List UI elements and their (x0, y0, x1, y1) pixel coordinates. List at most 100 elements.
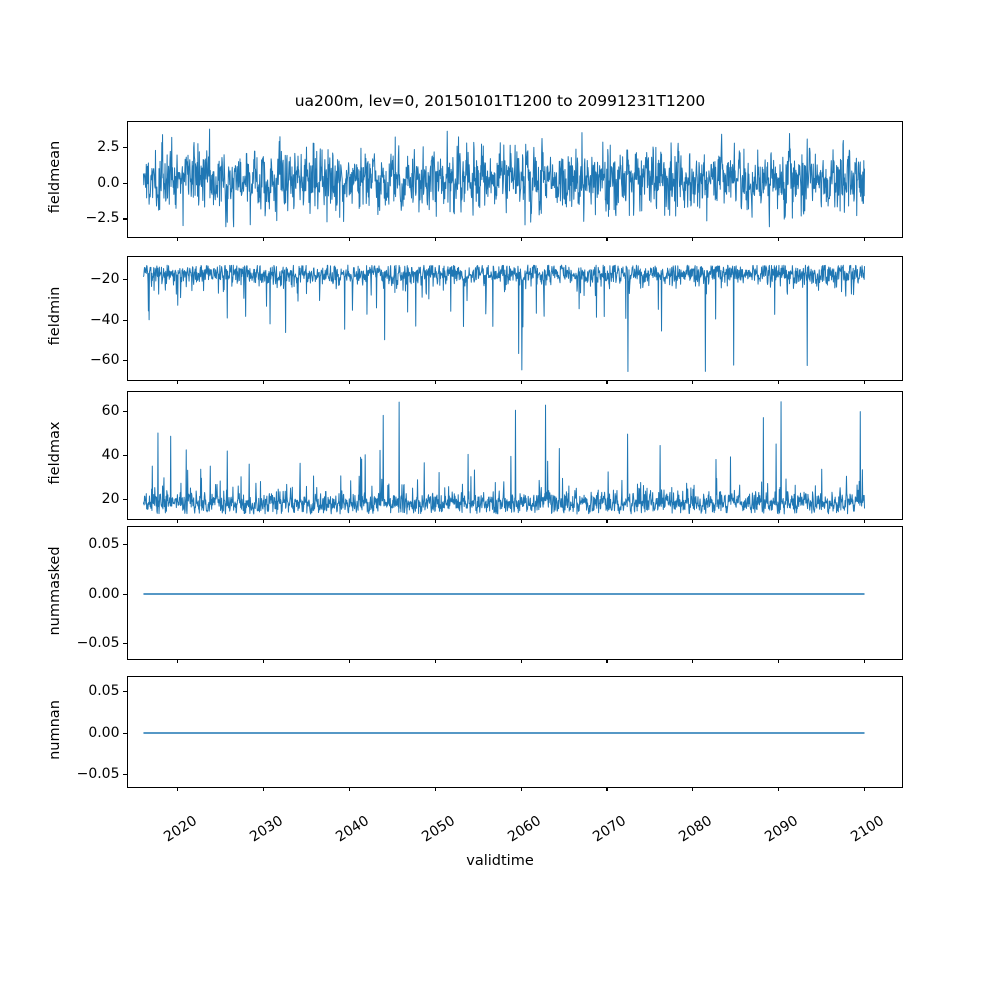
y-tick-numnan-1 (123, 732, 128, 734)
x-tick-fieldmean-6 (692, 236, 694, 241)
y-tick-label-numnan-0: 0.05 (88, 683, 120, 700)
x-tick-fieldmin-5 (606, 379, 608, 384)
y-tick-numnan-0 (123, 691, 128, 693)
x-tick-fieldmin-8 (864, 379, 866, 384)
y-tick-fieldmin-1 (123, 319, 128, 321)
x-tick-fieldmin-2 (348, 379, 351, 384)
y-tick-nummasked-1 (123, 593, 128, 595)
y-tick-label-fieldmax-0: 60 (101, 403, 120, 420)
subplot-nummasked: 0.050.00−0.05202020302040205020602070208… (77, 525, 903, 717)
x-tick-fieldmax-4 (520, 518, 522, 523)
x-tick-nummasked-2 (348, 658, 351, 663)
plot-area-fieldmax (128, 392, 902, 519)
series-line-fieldmean (142, 128, 865, 227)
x-tick-fieldmin-7 (778, 379, 780, 384)
x-tick-nummasked-4 (520, 658, 522, 663)
x-tick-fieldmax-3 (434, 518, 436, 523)
x-tick-fieldmean-3 (434, 236, 436, 241)
x-tick-label-numnan-1: 2030 (247, 812, 287, 845)
x-tick-fieldmax-5 (606, 518, 608, 523)
x-tick-label-numnan-2: 2040 (333, 812, 372, 845)
x-tick-fieldmax-8 (864, 518, 866, 523)
y-tick-label-fieldmin-0: −20 (89, 270, 120, 287)
x-tick-nummasked-0 (177, 658, 179, 663)
x-tick-numnan-0 (177, 786, 179, 791)
y-tick-fieldmin-0 (123, 278, 128, 280)
x-tick-fieldmean-7 (778, 236, 780, 241)
x-tick-fieldmax-1 (263, 518, 265, 523)
y-axis-label-numnan: numnan (46, 699, 63, 760)
x-tick-label-numnan-4: 2060 (504, 812, 544, 845)
x-tick-fieldmean-8 (864, 236, 866, 241)
y-tick-label-numnan-1: 0.00 (88, 724, 120, 741)
y-tick-fieldmean-1 (123, 182, 128, 184)
x-tick-label-numnan-5: 2070 (590, 812, 630, 845)
x-tick-fieldmax-0 (177, 518, 179, 523)
subplot-fieldmean: 2.50.0−2.5202020302040205020602070208020… (86, 120, 903, 295)
y-tick-label-nummasked-2: −0.05 (76, 634, 120, 651)
x-tick-fieldmin-0 (177, 379, 179, 384)
series-path-fieldmean (142, 128, 865, 227)
y-tick-nummasked-0 (123, 544, 128, 546)
series-line-nummasked (142, 592, 865, 595)
y-tick-fieldmax-1 (123, 454, 128, 457)
y-tick-label-nummasked-1: 0.00 (88, 585, 120, 602)
y-tick-label-fieldmean-0: 2.5 (97, 138, 120, 155)
x-tick-fieldmean-5 (606, 236, 608, 241)
y-tick-label-fieldmax-2: 20 (101, 490, 120, 507)
y-tick-fieldmax-2 (123, 498, 128, 500)
x-tick-fieldmax-7 (778, 518, 780, 523)
figure-title: ua200m, lev=0, 20150101T1200 to 20991231… (294, 92, 706, 110)
y-tick-fieldmean-2 (123, 218, 128, 220)
x-tick-fieldmin-4 (520, 379, 522, 384)
x-axis-label: validtime (466, 852, 534, 869)
x-tick-nummasked-8 (864, 658, 866, 663)
x-tick-numnan-7 (778, 786, 780, 791)
y-tick-label-fieldmin-1: −40 (89, 311, 120, 328)
x-tick-label-numnan-6: 2080 (676, 812, 716, 845)
x-tick-label-numnan-7: 2090 (762, 812, 802, 845)
x-tick-numnan-3 (434, 786, 436, 791)
series-line-fieldmin (142, 264, 865, 372)
plot-area-numnan (128, 677, 902, 787)
y-tick-fieldmean-0 (123, 146, 128, 148)
x-tick-numnan-8 (864, 786, 866, 791)
x-tick-nummasked-1 (263, 658, 265, 663)
x-tick-fieldmean-2 (348, 236, 351, 241)
x-tick-label-numnan-3: 2050 (418, 812, 458, 845)
x-tick-numnan-4 (520, 786, 522, 791)
x-tick-fieldmax-2 (348, 518, 351, 523)
x-tick-numnan-6 (692, 786, 694, 791)
plot-area-fieldmean (128, 122, 902, 237)
y-axis-label-nummasked: nummasked (46, 545, 63, 636)
y-tick-label-fieldmin-2: −60 (89, 352, 120, 369)
plot-area-nummasked (128, 527, 902, 659)
plot-area-fieldmin (128, 257, 902, 380)
y-tick-nummasked-2 (123, 642, 128, 644)
series-path-fieldmin (142, 264, 865, 372)
series-line-fieldmax (142, 400, 865, 514)
x-tick-fieldmax-6 (692, 518, 694, 523)
x-tick-fieldmean-4 (520, 236, 522, 241)
x-tick-fieldmean-1 (263, 236, 265, 241)
subplot-fieldmax: 6040202020203020402050206020702080209021… (102, 390, 903, 577)
y-axis-label-fieldmax: fieldmax (46, 421, 63, 485)
x-tick-numnan-1 (263, 786, 265, 791)
x-tick-label-numnan-0: 2020 (161, 812, 201, 845)
y-tick-label-fieldmean-2: −2.5 (85, 210, 120, 227)
y-tick-label-fieldmean-1: 0.0 (97, 174, 120, 191)
x-tick-numnan-2 (348, 786, 351, 791)
x-tick-numnan-5 (606, 786, 608, 791)
y-tick-fieldmin-2 (123, 360, 128, 362)
x-tick-label-numnan-8: 2100 (848, 812, 887, 845)
x-tick-fieldmin-6 (692, 379, 694, 384)
x-tick-nummasked-6 (692, 658, 694, 663)
y-tick-label-fieldmax-1: 40 (101, 446, 120, 463)
y-tick-label-numnan-2: −0.05 (76, 765, 120, 782)
x-tick-fieldmean-0 (177, 236, 179, 241)
subplot-numnan: 0.05 0.00 −0.05 2020 2030 2040 2050 2060 2070 208… (77, 675, 903, 845)
series-path-fieldmax (142, 400, 865, 514)
x-tick-nummasked-7 (778, 658, 780, 663)
x-tick-nummasked-3 (434, 658, 436, 663)
series-line-numnan (142, 731, 865, 734)
